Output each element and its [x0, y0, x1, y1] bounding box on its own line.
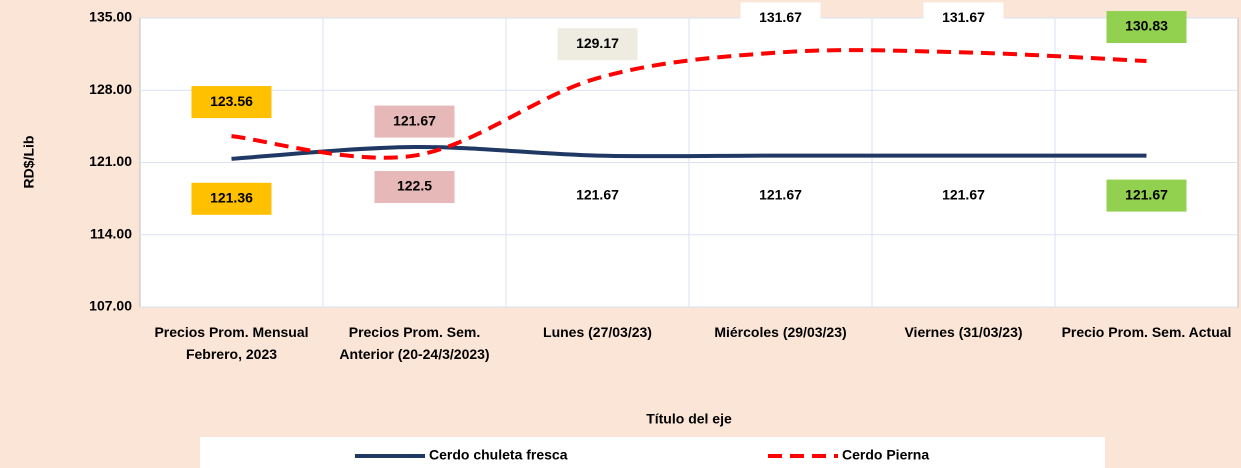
data-label: 129.17	[576, 35, 619, 51]
y-axis-title: RD$/Lib	[21, 136, 37, 189]
data-label: 121.67	[1125, 186, 1168, 202]
x-tick-label-box: Lunes (27/03/23)	[543, 324, 652, 340]
data-label-bg	[740, 179, 821, 212]
x-tick-label: Precio Prom. Sem. Actual	[1061, 324, 1232, 340]
x-tick-label: Precios Prom. Sem. Anterior (20-24/3/202…	[339, 324, 490, 362]
legend-box	[200, 437, 1105, 468]
x-tick-label: Miércoles (29/03/23)	[714, 324, 847, 340]
x-tick-label: Precios Prom. Mensual Febrero, 2023	[154, 324, 309, 362]
legend-label: Cerdo chuleta fresca	[429, 447, 568, 463]
data-label: 121.67	[759, 186, 802, 202]
x-tick-label-box: Miércoles (29/03/23)	[714, 324, 847, 340]
data-label-bg	[374, 105, 455, 138]
data-label: 121.36	[210, 189, 253, 205]
data-label: 121.67	[393, 112, 436, 128]
data-label-bg	[557, 28, 638, 61]
legend-label: Cerdo Pierna	[842, 447, 929, 463]
data-label: 130.83	[1125, 18, 1168, 34]
data-label: 121.67	[942, 186, 985, 202]
x-tick-label-box: Precios Prom. Sem. Anterior (20-24/3/202…	[339, 324, 490, 362]
data-label-bg	[1106, 179, 1187, 212]
y-tick-label: 121.00	[89, 153, 132, 169]
data-label-bg	[191, 86, 272, 119]
data-label-bg	[191, 182, 272, 215]
data-label: 121.67	[576, 186, 619, 202]
data-label-bg	[1106, 11, 1187, 44]
y-tick-label: 128.00	[89, 81, 132, 97]
x-tick-label-box: Precio Prom. Sem. Actual	[1061, 324, 1232, 340]
data-label: 131.67	[942, 9, 985, 25]
data-label-bg	[923, 179, 1004, 212]
data-label-bg	[557, 179, 638, 212]
series-line	[231, 48, 1147, 160]
data-label-bg	[740, 2, 821, 35]
x-tick-label: Viernes (31/03/23)	[904, 324, 1023, 340]
x-axis-title: Título del eje	[646, 411, 732, 427]
y-tick-label: 135.00	[89, 9, 132, 25]
data-label: 123.56	[210, 93, 253, 109]
data-label-bg	[923, 2, 1004, 35]
data-label: 131.67	[759, 9, 802, 25]
series-line	[231, 145, 1147, 161]
x-tick-label-box: Precios Prom. Mensual Febrero, 2023	[154, 324, 309, 362]
y-tick-label: 114.00	[90, 225, 132, 241]
x-tick-label: Lunes (27/03/23)	[543, 324, 652, 340]
data-label-bg	[374, 171, 455, 204]
y-tick-label: 107.00	[89, 298, 132, 314]
x-tick-label-box: Viernes (31/03/23)	[904, 324, 1023, 340]
data-label: 122.5	[397, 178, 432, 194]
